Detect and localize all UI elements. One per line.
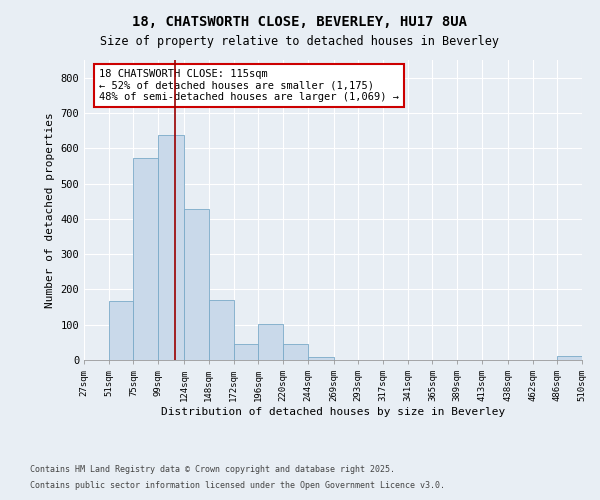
Text: 18 CHATSWORTH CLOSE: 115sqm
← 52% of detached houses are smaller (1,175)
48% of : 18 CHATSWORTH CLOSE: 115sqm ← 52% of det… — [99, 69, 399, 102]
Bar — [158, 135, 184, 360]
Bar — [233, 344, 258, 360]
Bar — [133, 158, 158, 360]
Bar — [258, 324, 283, 360]
Bar — [209, 300, 233, 360]
Bar — [557, 356, 582, 360]
Bar — [283, 344, 308, 360]
Text: Contains HM Land Registry data © Crown copyright and database right 2025.: Contains HM Land Registry data © Crown c… — [30, 466, 395, 474]
Bar — [184, 209, 209, 360]
X-axis label: Distribution of detached houses by size in Beverley: Distribution of detached houses by size … — [161, 407, 505, 417]
Y-axis label: Number of detached properties: Number of detached properties — [45, 112, 55, 308]
Bar — [308, 357, 334, 360]
Text: Contains public sector information licensed under the Open Government Licence v3: Contains public sector information licen… — [30, 480, 445, 490]
Text: 18, CHATSWORTH CLOSE, BEVERLEY, HU17 8UA: 18, CHATSWORTH CLOSE, BEVERLEY, HU17 8UA — [133, 15, 467, 29]
Text: Size of property relative to detached houses in Beverley: Size of property relative to detached ho… — [101, 35, 499, 48]
Bar — [109, 301, 133, 360]
